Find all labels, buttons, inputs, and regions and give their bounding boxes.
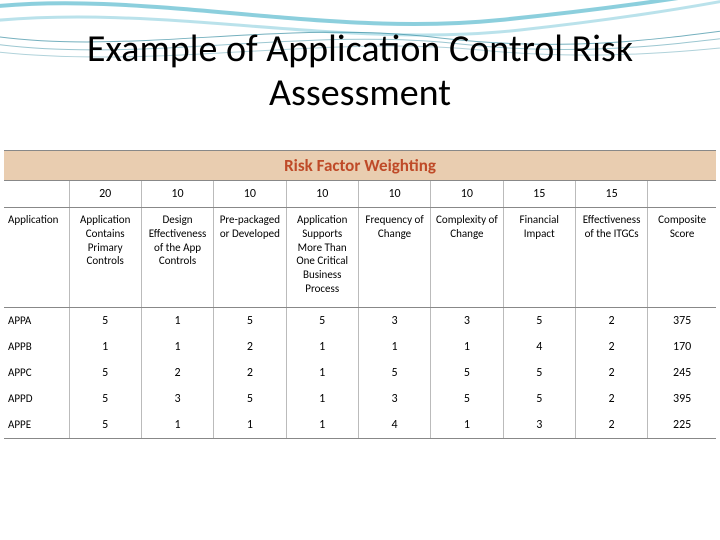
table-cell: 2 xyxy=(575,308,647,335)
table-cell: 1 xyxy=(141,334,213,360)
table-cell: 2 xyxy=(575,334,647,360)
column-header: Financial Impact xyxy=(503,208,575,308)
weight-cell: 10 xyxy=(358,181,430,208)
weight-cell: 10 xyxy=(431,181,503,208)
table-cell: 5 xyxy=(69,386,141,412)
table-cell: 5 xyxy=(503,308,575,335)
table-cell: 5 xyxy=(69,308,141,335)
table-row: APPB11211142170 xyxy=(4,334,716,360)
table-cell: 2 xyxy=(214,334,286,360)
table-cell: 4 xyxy=(503,334,575,360)
weight-cell: 10 xyxy=(141,181,213,208)
table-cell: APPC xyxy=(4,360,69,386)
table-row: APPD53513552395 xyxy=(4,386,716,412)
table-cell: 245 xyxy=(648,360,716,386)
table-cell: 3 xyxy=(503,412,575,438)
table-cell: 1 xyxy=(141,308,213,335)
table-cell: APPA xyxy=(4,308,69,335)
column-header: Application Supports More Than One Criti… xyxy=(286,208,358,308)
column-header: Design Effectiveness of the App Controls xyxy=(141,208,213,308)
weight-cell: 10 xyxy=(214,181,286,208)
table-cell: 2 xyxy=(575,412,647,438)
table-cell: 5 xyxy=(431,386,503,412)
table-row: APPE51114132225 xyxy=(4,412,716,438)
table-cell: 1 xyxy=(286,334,358,360)
table-cell: APPD xyxy=(4,386,69,412)
table-cell: 5 xyxy=(286,308,358,335)
weight-cell xyxy=(4,181,69,208)
table-row: APPC52215552245 xyxy=(4,360,716,386)
column-header: Pre-packaged or Developed xyxy=(214,208,286,308)
table-cell: 2 xyxy=(214,360,286,386)
column-header: Composite Score xyxy=(648,208,716,308)
weight-cell: 10 xyxy=(286,181,358,208)
weight-cell: 20 xyxy=(69,181,141,208)
table-cell: 1 xyxy=(358,334,430,360)
table-cell: 5 xyxy=(503,386,575,412)
table-cell: 3 xyxy=(141,386,213,412)
headers-row: Application Application Contains Primary… xyxy=(4,208,716,308)
table-banner: Risk Factor Weighting xyxy=(4,151,716,181)
weight-cell: 15 xyxy=(503,181,575,208)
table-cell: 1 xyxy=(431,334,503,360)
table-cell: 5 xyxy=(214,308,286,335)
table-cell: APPE xyxy=(4,412,69,438)
table-cell: 1 xyxy=(141,412,213,438)
column-header: Complexity of Change xyxy=(431,208,503,308)
table-cell: 5 xyxy=(358,360,430,386)
column-header: Application Contains Primary Controls xyxy=(69,208,141,308)
weight-cell xyxy=(648,181,716,208)
table-cell: 5 xyxy=(69,360,141,386)
table-cell: 225 xyxy=(648,412,716,438)
table-cell: 1 xyxy=(214,412,286,438)
table-cell: APPB xyxy=(4,334,69,360)
column-header: Effectiveness of the ITGCs xyxy=(575,208,647,308)
table-cell: 1 xyxy=(286,360,358,386)
column-header: Frequency of Change xyxy=(358,208,430,308)
table-cell: 1 xyxy=(69,334,141,360)
table-cell: 2 xyxy=(141,360,213,386)
table-row: APPA51553352375 xyxy=(4,308,716,335)
table-cell: 3 xyxy=(431,308,503,335)
table-cell: 1 xyxy=(286,412,358,438)
table-cell: 1 xyxy=(286,386,358,412)
table-cell: 5 xyxy=(503,360,575,386)
table-cell: 170 xyxy=(648,334,716,360)
table-cell: 2 xyxy=(575,386,647,412)
table-cell: 5 xyxy=(214,386,286,412)
column-header: Application xyxy=(4,208,69,308)
table-cell: 3 xyxy=(358,386,430,412)
table-cell: 5 xyxy=(431,360,503,386)
table-cell: 375 xyxy=(648,308,716,335)
table-cell: 1 xyxy=(431,412,503,438)
weights-row: 20 10 10 10 10 10 15 15 xyxy=(4,181,716,208)
table-cell: 4 xyxy=(358,412,430,438)
weight-cell: 15 xyxy=(575,181,647,208)
risk-table: 20 10 10 10 10 10 15 15 Application Appl… xyxy=(4,181,716,438)
table-cell: 395 xyxy=(648,386,716,412)
risk-table-container: Risk Factor Weighting 20 10 10 10 10 10 … xyxy=(4,150,716,439)
slide-title: Example of Application Control Risk Asse… xyxy=(0,28,720,115)
table-cell: 3 xyxy=(358,308,430,335)
table-cell: 2 xyxy=(575,360,647,386)
table-cell: 5 xyxy=(69,412,141,438)
